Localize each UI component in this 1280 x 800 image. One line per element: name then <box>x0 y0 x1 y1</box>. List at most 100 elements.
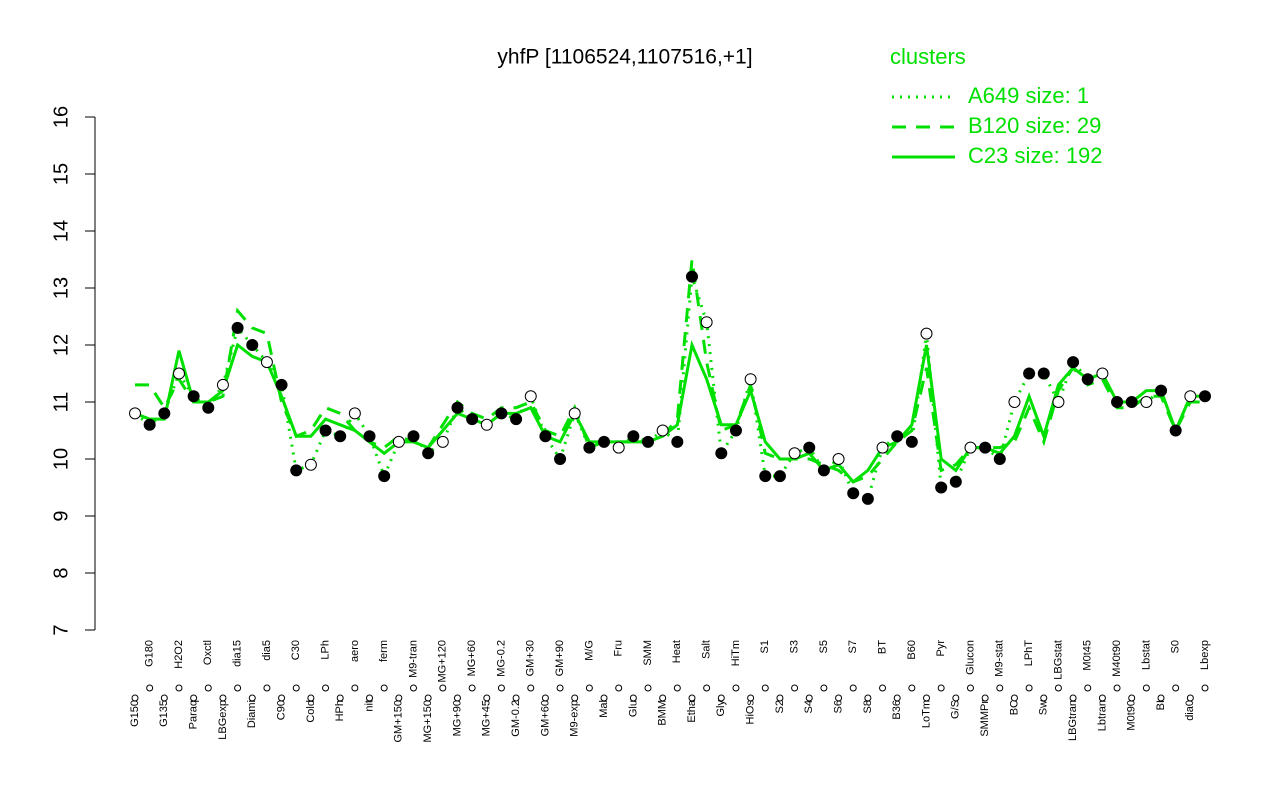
x-tick-label: HiOs <box>745 700 757 725</box>
data-point <box>979 441 992 454</box>
x-tick-label: MG-0.2 <box>495 640 507 677</box>
data-point <box>832 453 845 465</box>
x-marker <box>747 694 755 702</box>
chart-title: yhfP [1106524,1107516,+1] <box>497 46 752 69</box>
x-marker <box>292 684 300 692</box>
x-tick-label: LBGstat <box>1052 640 1064 680</box>
data-point <box>1140 396 1153 408</box>
x-marker <box>835 694 843 702</box>
x-marker <box>585 684 593 692</box>
x-marker <box>937 684 945 692</box>
data-point <box>1125 396 1138 408</box>
series-line <box>134 339 1205 484</box>
x-marker <box>1098 694 1106 702</box>
x-marker <box>1186 694 1194 702</box>
x-marker <box>380 684 388 692</box>
x-marker <box>483 694 491 702</box>
data-point <box>172 367 185 380</box>
x-marker <box>497 684 505 692</box>
x-marker <box>146 684 154 692</box>
x-tick-label: Diami <box>246 700 258 728</box>
x-marker <box>629 694 637 702</box>
data-point <box>773 470 786 483</box>
x-marker <box>1069 694 1077 702</box>
x-tick-label: S1 <box>759 640 771 653</box>
y-tick-label: 11 <box>50 392 72 413</box>
x-marker <box>1025 684 1033 692</box>
x-tick-label: aero <box>349 640 361 662</box>
data-point <box>1067 356 1080 369</box>
x-tick-label: GM+150 <box>393 700 405 743</box>
y-tick-label: 13 <box>50 277 72 299</box>
x-tick-label: GM+60 <box>539 700 551 736</box>
data-point <box>187 390 200 403</box>
x-tick-label: G135 <box>158 700 170 727</box>
x-marker <box>849 684 857 692</box>
data-point <box>334 430 347 443</box>
x-tick-label: dia0 <box>1184 700 1196 721</box>
x-tick-label: S4 <box>803 700 815 713</box>
x-tick-label: S2 <box>774 700 786 713</box>
x-marker <box>439 684 447 692</box>
data-point <box>861 492 874 505</box>
data-point <box>583 441 596 454</box>
y-tick-label: 15 <box>50 163 72 185</box>
x-marker <box>204 684 212 692</box>
x-tick-label: Lbexp <box>1199 640 1211 670</box>
x-tick-label: GM+90 <box>554 640 566 676</box>
x-marker <box>600 694 608 702</box>
data-point <box>407 430 420 443</box>
data-point <box>847 487 860 500</box>
x-marker <box>908 684 916 692</box>
x-tick-label: Fru <box>613 640 625 657</box>
x-tick-label: Paraq <box>188 700 200 729</box>
x-marker <box>278 694 286 702</box>
data-point <box>1023 367 1036 380</box>
x-tick-label: dia15 <box>232 640 244 667</box>
x-tick-label: Lbstat <box>1140 640 1152 670</box>
x-marker <box>556 684 564 692</box>
x-marker <box>791 684 799 692</box>
x-marker <box>981 694 989 702</box>
data-point <box>231 321 244 334</box>
y-tick-label: 12 <box>50 334 72 356</box>
x-marker <box>512 694 520 702</box>
data-point <box>378 470 391 483</box>
data-point <box>202 401 215 414</box>
x-marker <box>219 694 227 702</box>
x-tick-label: Gly <box>715 700 727 717</box>
x-tick-label: BMM <box>657 700 669 726</box>
x-tick-label: M9-exp <box>569 700 581 737</box>
x-tick-label: BI <box>1155 700 1167 710</box>
x-tick-label: Heat <box>671 640 683 663</box>
x-tick-label: LPhT <box>1023 640 1035 667</box>
x-tick-label: Glucon <box>964 640 976 675</box>
x-tick-label: G/S <box>950 700 962 719</box>
data-point <box>216 378 229 391</box>
data-point <box>1169 424 1182 437</box>
x-marker <box>703 684 711 692</box>
x-tick-label: Cold <box>305 700 317 723</box>
x-tick-label: S0 <box>1170 640 1182 653</box>
x-marker <box>395 694 403 702</box>
x-marker <box>966 684 974 692</box>
x-marker <box>996 684 1004 692</box>
x-tick-label: GM+30 <box>525 640 537 676</box>
x-tick-label: Etha <box>686 699 698 723</box>
data-point <box>568 407 581 420</box>
x-marker <box>175 684 183 692</box>
x-tick-label: SMM <box>642 640 654 666</box>
data-point <box>1096 367 1109 380</box>
x-tick-label: M0t45 <box>1082 640 1094 671</box>
x-tick-label: GM-0.2 <box>510 700 522 737</box>
x-marker <box>424 694 432 702</box>
data-point <box>495 407 508 420</box>
x-tick-label: S8 <box>862 700 874 713</box>
x-tick-label: LBGtran <box>1067 700 1079 741</box>
x-marker <box>1172 684 1180 692</box>
x-tick-label: C30 <box>290 640 302 660</box>
data-point <box>304 458 317 471</box>
data-point <box>700 316 713 329</box>
series-line <box>135 259 1205 484</box>
x-marker <box>1040 694 1048 702</box>
